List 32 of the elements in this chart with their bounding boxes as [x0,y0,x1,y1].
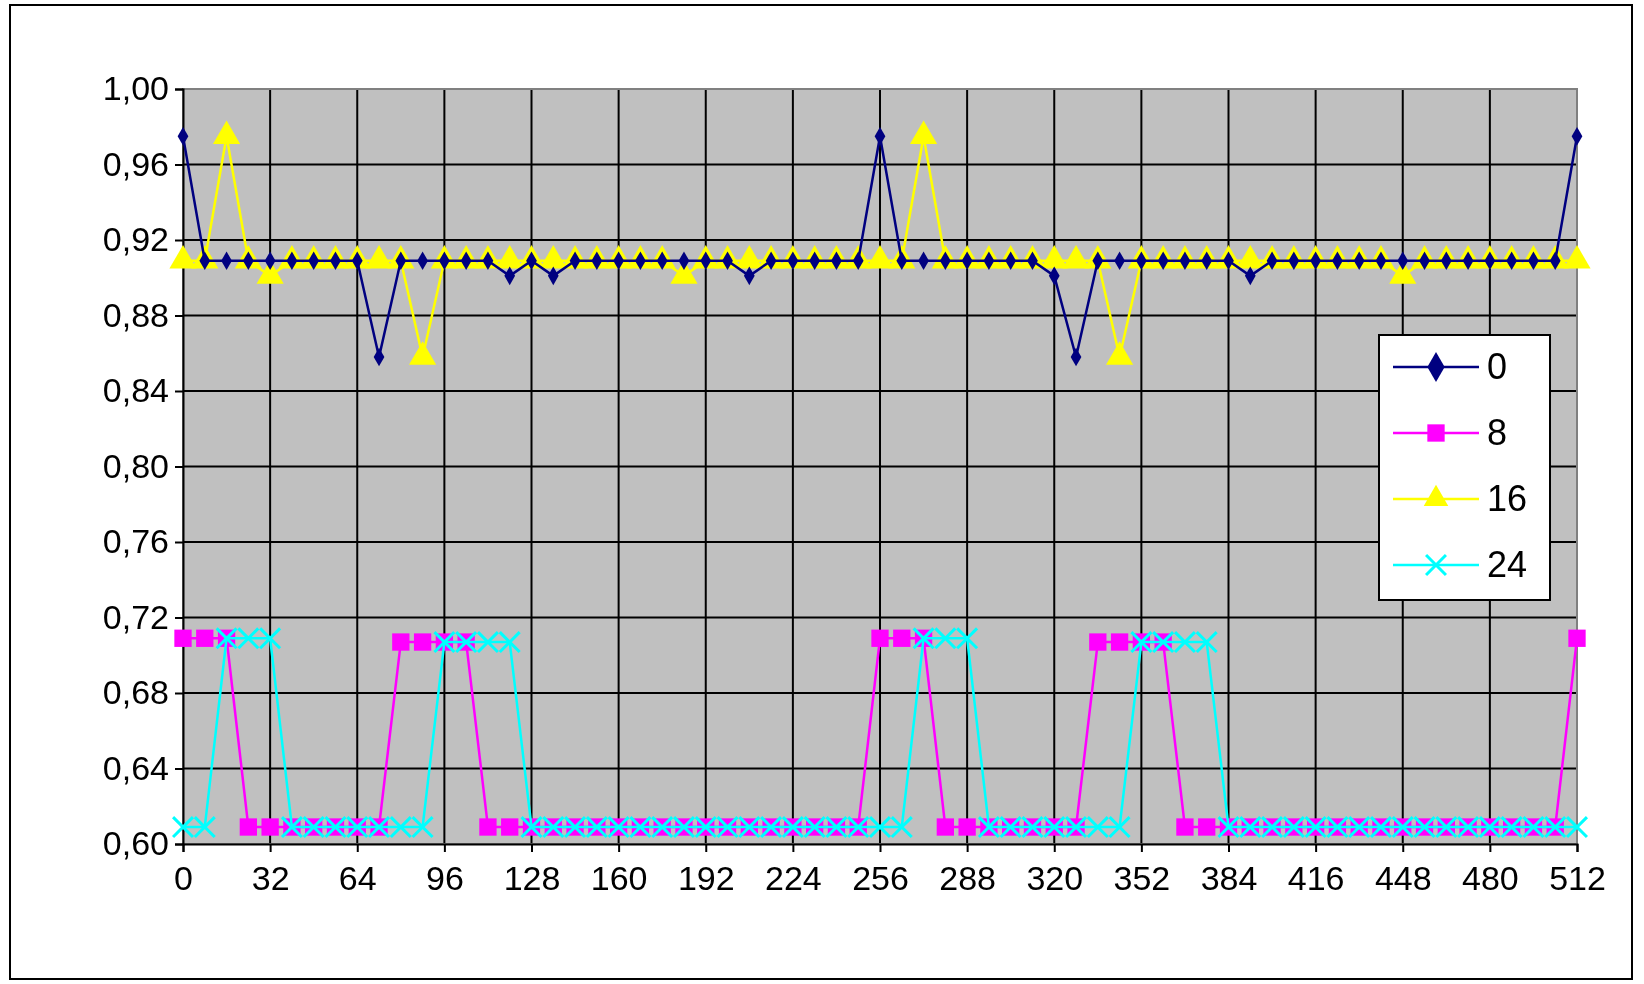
y-tick-label: 0,68 [102,673,169,712]
y-tick-label: 0,60 [102,824,169,863]
x-tick-label: 128 [503,859,561,898]
x-tick-label: 96 [425,859,464,898]
x-tick-label: 352 [1113,859,1171,898]
y-tick-label: 0,96 [102,144,169,183]
x-tick-label: 416 [1287,859,1345,898]
y-tick-label: 0,72 [102,597,169,636]
legend-label: 16 [1487,478,1528,519]
x-tick-label: 160 [590,859,648,898]
x-tick-label: 256 [852,859,909,898]
y-tick-label: 1,00 [102,69,169,108]
x-tick-label: 64 [338,859,377,898]
legend-label: 0 [1487,346,1508,387]
x-tick-label: 512 [1549,859,1606,898]
y-tick-label: 0,92 [102,220,169,259]
legend-label: 24 [1487,544,1528,585]
x-tick-label: 0 [174,859,193,898]
y-tick-label: 0,88 [102,295,169,334]
x-tick-label: 384 [1200,859,1258,898]
x-tick-label: 192 [677,859,735,898]
x-tick-label: 480 [1462,859,1519,898]
y-tick-label: 0,80 [102,446,169,485]
x-tick-label: 448 [1374,859,1432,898]
legend-label: 8 [1487,412,1508,453]
y-tick-label: 0,76 [102,522,169,561]
y-tick-label: 0,84 [102,371,169,410]
x-tick-label: 224 [765,859,822,898]
y-tick-label: 0,64 [102,748,169,787]
x-tick-label: 32 [251,859,290,898]
x-tick-label: 288 [939,859,996,898]
x-tick-label: 320 [1026,859,1084,898]
